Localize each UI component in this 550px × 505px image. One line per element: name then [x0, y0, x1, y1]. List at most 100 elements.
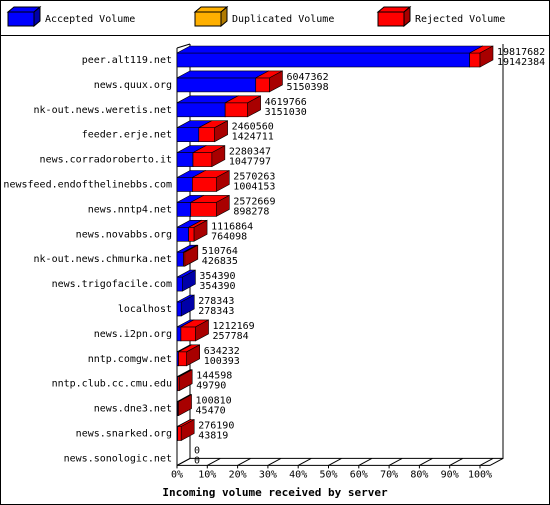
y-tick-label: localhost — [118, 304, 172, 315]
floor-grid — [388, 457, 403, 466]
y-tick-label: newsfeed.endofthelinebbs.com — [3, 180, 172, 191]
x-axis-label: Incoming volume received by server — [162, 486, 388, 499]
y-tick-label: news.i2pn.org — [94, 329, 172, 340]
total-label: 510764 — [202, 246, 238, 257]
bar — [469, 52, 481, 68]
bar — [192, 177, 217, 192]
accepted-label: 43819 — [198, 431, 228, 442]
total-label: 6047362 — [286, 72, 328, 83]
bar-side — [211, 145, 226, 168]
bar-side — [193, 219, 208, 242]
x-tick-label: 50% — [319, 469, 337, 480]
total-label: 1116864 — [211, 221, 253, 232]
bar — [176, 326, 182, 342]
floor-grid — [267, 457, 282, 466]
accepted-label: 1004153 — [233, 182, 275, 193]
floor-grid — [328, 457, 342, 466]
bar — [176, 77, 257, 93]
bar — [255, 77, 270, 93]
floor-grid — [358, 457, 373, 466]
accepted-label: 5150398 — [286, 82, 328, 93]
accepted-label: 1424711 — [232, 132, 274, 143]
floor-grid — [237, 457, 251, 466]
bar — [198, 127, 215, 142]
top-edge — [176, 43, 191, 49]
y-tick-label: news.nntp4.net — [88, 204, 172, 215]
bar-top — [176, 70, 269, 79]
y-tick-label: nk-out.news.chmurka.net — [34, 254, 172, 265]
x-tick-label: 90% — [441, 469, 459, 480]
accepted-label: 278343 — [198, 306, 234, 317]
x-tick-label: 20% — [229, 469, 247, 480]
bar — [176, 202, 192, 217]
y-tick-label: news.quux.org — [94, 80, 172, 91]
total-label: 144598 — [196, 371, 232, 382]
y-tick-label: feeder.erje.net — [82, 130, 172, 141]
total-label: 276190 — [198, 421, 234, 432]
x-tick-label: 100% — [468, 469, 492, 480]
y-tick-label: nntp.club.cc.cmu.edu — [52, 379, 172, 390]
legend-label: Rejected Volume — [415, 14, 505, 25]
total-label: 4619766 — [265, 97, 307, 108]
floor-grid — [449, 457, 463, 466]
bar — [176, 276, 183, 292]
accepted-label: 1047797 — [229, 157, 271, 168]
bar-side — [186, 344, 200, 367]
total-label: 278343 — [198, 296, 234, 307]
bar — [176, 52, 470, 68]
bar — [176, 127, 200, 142]
y-tick-label: peer.alt119.net — [82, 55, 172, 66]
total-label: 0 — [194, 445, 200, 456]
accepted-label: 19142384 — [497, 57, 545, 68]
accepted-label: 764098 — [211, 231, 247, 242]
x-tick-label: 60% — [350, 469, 368, 480]
bar-side — [178, 394, 192, 417]
total-label: 19817682 — [497, 47, 545, 58]
bar-side — [215, 169, 230, 193]
bar — [180, 326, 196, 342]
bar — [188, 227, 195, 242]
total-label: 2460560 — [232, 122, 274, 133]
x-tick-label: 0% — [171, 469, 183, 480]
bar-side — [214, 120, 228, 143]
y-tick-label: news.sonologic.net — [64, 453, 172, 464]
legend-swatch — [194, 11, 222, 27]
accepted-label: 898278 — [233, 206, 269, 217]
accepted-label: 45470 — [196, 406, 226, 417]
bar-top — [176, 45, 483, 54]
accepted-label: 100393 — [204, 356, 240, 367]
floor-grid — [479, 457, 494, 466]
y-tick-label: news.snarked.org — [76, 429, 172, 440]
floor-grid — [297, 457, 312, 466]
bar-side — [195, 319, 209, 342]
floor-grid — [176, 457, 191, 466]
bar — [176, 251, 184, 267]
y-tick-label: nntp.comgw.net — [88, 354, 172, 365]
accepted-label: 0 — [194, 455, 200, 466]
accepted-label: 3151030 — [265, 107, 307, 118]
accepted-label: 426835 — [202, 256, 238, 267]
bar-side — [178, 369, 193, 392]
x-tick-label: 30% — [259, 469, 277, 480]
bar — [176, 227, 189, 242]
bar-side — [184, 244, 199, 267]
y-tick-label: nk-out.news.weretis.net — [34, 105, 172, 116]
bar-side — [269, 70, 283, 93]
x-tick-label: 80% — [410, 469, 428, 480]
bar — [178, 351, 187, 367]
y-tick-label: news.trigofacile.com — [52, 279, 172, 290]
bar — [177, 426, 182, 441]
bar — [176, 102, 226, 118]
bar-side — [182, 269, 196, 292]
bar — [192, 152, 213, 167]
bar-side — [180, 418, 195, 442]
x-tick-label: 40% — [289, 469, 307, 480]
accepted-label: 257784 — [213, 331, 249, 342]
x-tick-label: 70% — [380, 469, 398, 480]
floor-grid — [419, 457, 433, 466]
total-label: 2570263 — [233, 172, 275, 183]
legend-swatch-side — [403, 5, 411, 28]
floor-grid — [207, 457, 221, 466]
y-tick-label: news.novabbs.org — [76, 229, 172, 240]
